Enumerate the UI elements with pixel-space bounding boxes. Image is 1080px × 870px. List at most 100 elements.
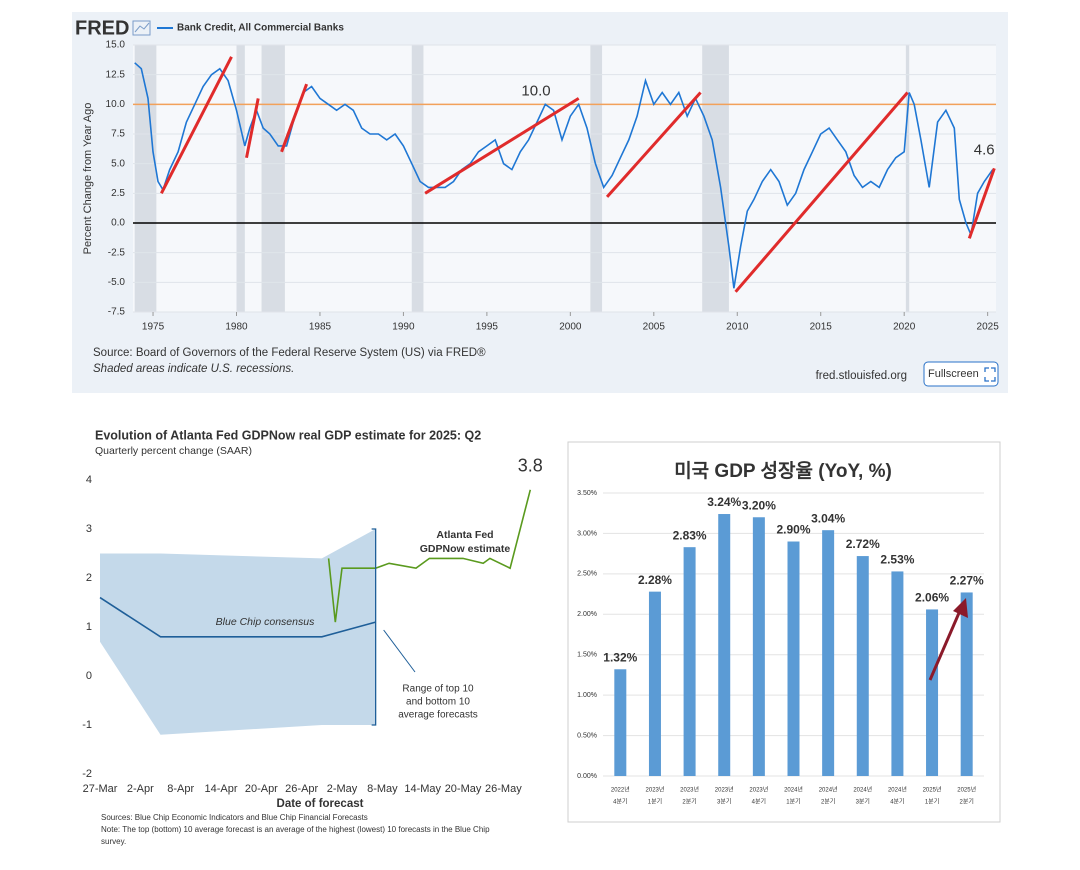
y-tick-label: 2.50% [577, 571, 597, 578]
x-tick-label: 2015 [810, 322, 833, 333]
trend-line [967, 167, 996, 239]
fred-logo: FRED [75, 17, 129, 39]
value-label: 2.06% [915, 591, 949, 605]
x-tick-label: 2023년 [646, 786, 665, 794]
value-label: 3.20% [742, 498, 776, 512]
y-tick-label: 1 [86, 621, 92, 633]
x-tick-label: 14-Apr [204, 783, 237, 795]
x-tick-label: 1980 [225, 322, 248, 333]
sources: Sources: Blue Chip Economic Indicators a… [101, 813, 368, 822]
x-tick-label: 14-May [404, 783, 441, 795]
series-label: GDPNow estimate [420, 543, 511, 555]
chart-title: Evolution of Atlanta Fed GDPNow real GDP… [95, 428, 481, 442]
y-tick-label: 0.00% [577, 773, 597, 780]
value-label: 2.53% [880, 553, 914, 567]
logo-icon [132, 20, 151, 36]
x-tick-label: 8-May [367, 783, 398, 795]
value-label: 1.32% [603, 650, 637, 664]
x-tick-label: 2020 [893, 322, 916, 333]
value-label: 2.90% [776, 523, 810, 537]
x-tick-label: 2023년 [749, 786, 768, 794]
y-tick-label: 10.0 [106, 99, 126, 110]
x-tick-label: 1975 [142, 322, 165, 333]
gdp-bar-chart: 미국 GDP 성장율 (YoY, %) 0.00% 0.50% 1.00% 1.50% 2… [577, 460, 984, 806]
recession-shade [134, 45, 157, 312]
bar [614, 669, 627, 776]
x-tick-label: 8-Apr [167, 783, 194, 795]
bar [787, 541, 800, 776]
trend-arrowhead [953, 598, 968, 618]
fullscreen-button[interactable] [923, 361, 999, 387]
x-tick-label: 1분기 [925, 798, 939, 806]
band-label: Range of top 10 [402, 684, 474, 695]
x-tick-label: 2-Apr [127, 783, 154, 795]
band-connector [383, 629, 416, 673]
x-tick-label: 2-May [327, 783, 358, 795]
fullscreen-label[interactable]: Fullscreen [928, 368, 979, 380]
data-line [134, 62, 994, 289]
bar [718, 514, 731, 776]
source: Source: Board of Governors of the Federa… [93, 347, 486, 359]
trend-line [734, 91, 909, 293]
bar [891, 571, 904, 776]
recession-shade [236, 45, 245, 312]
y-tick-label: 3.50% [577, 490, 597, 497]
trend-line [605, 91, 702, 198]
y-tick-label: 2 [86, 572, 92, 584]
bar [683, 547, 696, 776]
recession-shade [702, 45, 729, 312]
data-line [327, 489, 532, 623]
y-tick-label: -5.0 [108, 277, 126, 288]
x-tick-label: 3분기 [717, 798, 731, 806]
bar [648, 591, 661, 776]
gdpnow-chart: 4 3 2 1 0 -1 -2 27-Mar 2-Apr 8-Apr 14-Apr 20-Apr 26-… [82, 428, 543, 846]
y-tick-label: 4 [86, 474, 92, 486]
y-tick-label: 12.5 [106, 69, 126, 80]
x-tick-label: 1985 [309, 322, 332, 333]
x-tick-label: 2024년 [784, 786, 803, 794]
x-tick-label: 26-Apr [285, 783, 318, 795]
value-label: 3.04% [811, 511, 845, 525]
recession-shade [590, 45, 603, 312]
series-label: Atlanta Fed [436, 529, 493, 541]
x-tick-label: 2분기 [682, 798, 696, 806]
y-tick-label: 2.00% [577, 611, 597, 618]
bar [752, 517, 765, 776]
x-tick-label: 2023년 [715, 786, 734, 794]
note: Note: The top (bottom) 10 average foreca… [101, 825, 490, 834]
x-tick-label: 1분기 [648, 798, 662, 806]
value-label: 2.28% [638, 573, 672, 587]
value-label: 2.72% [846, 537, 880, 551]
x-tick-label: 2005 [643, 322, 666, 333]
x-tick-label: 1995 [476, 322, 499, 333]
value-label: 2.83% [673, 528, 707, 542]
bar [960, 592, 973, 776]
y-tick-label: 1.50% [577, 652, 597, 659]
y-tick-label: 3.00% [577, 530, 597, 537]
annotation: 3.8 [518, 456, 543, 476]
y-tick-label: -1 [82, 719, 92, 731]
x-tick-label: 4분기 [752, 798, 766, 806]
annotation: 4.6 [974, 141, 995, 158]
y-tick-label: 0 [86, 670, 92, 682]
data-line [99, 596, 376, 638]
y-tick-label: 15.0 [106, 40, 126, 51]
note: survey. [101, 837, 126, 846]
x-tick-label: 2025년 [957, 786, 976, 794]
y-tick-label: 2.5 [111, 188, 125, 199]
x-tick-label: 27-Mar [83, 783, 118, 795]
x-tick-label: 2000 [559, 322, 582, 333]
x-tick-label: 2025년 [923, 786, 942, 794]
fullscreen-icon[interactable] [984, 367, 996, 382]
y-tick-label: -2 [82, 768, 92, 780]
x-tick-label: 2010 [726, 322, 749, 333]
x-tick-label: 2024년 [853, 786, 872, 794]
band-label: and bottom 10 [406, 697, 470, 708]
bar [926, 609, 939, 776]
recession-shade [261, 45, 285, 312]
y-tick-label: -7.5 [108, 307, 126, 318]
fred-chart: 15.0 12.5 10.0 7.5 5.0 2.5 0.0 -2.5 -5.0 -7.5 1975… [75, 17, 999, 387]
band-label: average forecasts [398, 710, 478, 721]
x-tick-label: 20-May [445, 783, 482, 795]
